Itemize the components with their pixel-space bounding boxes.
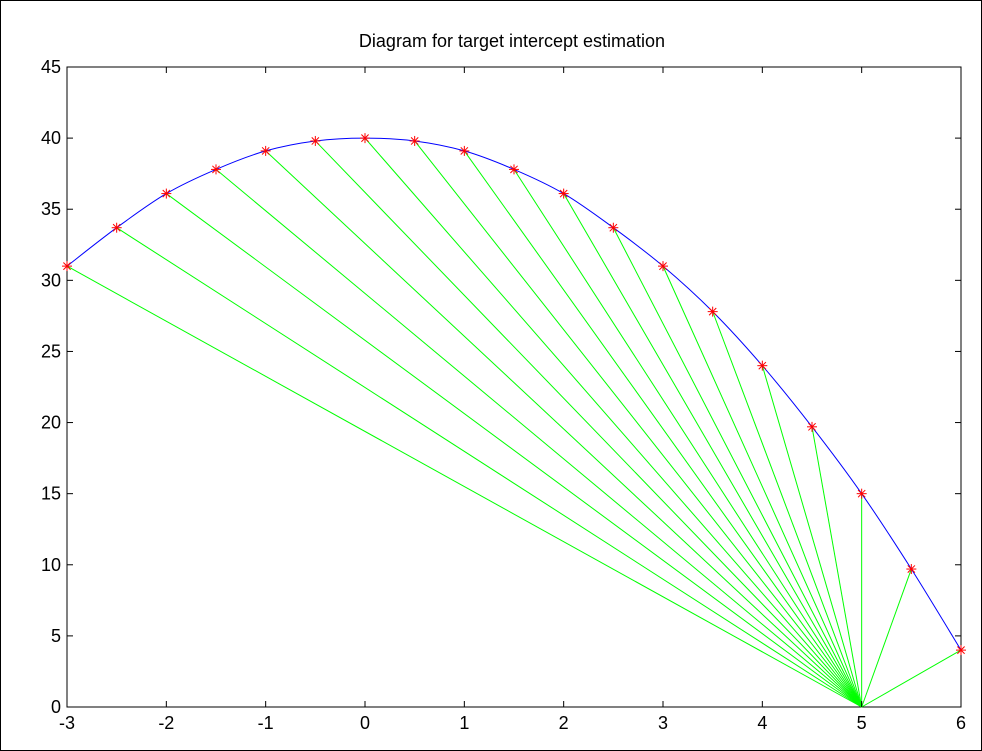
green-segment-3 xyxy=(215,169,862,708)
x-tick-label-3: 0 xyxy=(360,713,370,733)
y-tick-label-0: 0 xyxy=(51,697,61,717)
red-marker-16 xyxy=(856,488,867,499)
y-tick-label-6: 30 xyxy=(41,270,61,290)
red-marker-7 xyxy=(409,135,420,146)
red-marker-15 xyxy=(807,421,817,432)
green-segment-13 xyxy=(712,311,863,708)
green-segment-10 xyxy=(563,193,863,708)
red-marker-8 xyxy=(459,145,470,156)
y-tick-label-3: 15 xyxy=(41,484,61,504)
x-tick-label-7: 4 xyxy=(757,713,767,733)
green-segment-5 xyxy=(314,140,863,708)
red-marker-0 xyxy=(62,261,72,272)
x-tick-label-6: 3 xyxy=(658,713,668,733)
y-tick-label-1: 5 xyxy=(51,626,61,646)
green-segment-14 xyxy=(761,365,863,708)
x-tick-label-9: 6 xyxy=(956,713,966,733)
green-segment-7 xyxy=(414,140,863,708)
y-tick-label-4: 20 xyxy=(41,413,61,433)
blue-curve xyxy=(66,137,962,651)
red-marker-6 xyxy=(360,133,370,144)
green-segment-11 xyxy=(612,227,863,708)
red-markers-group xyxy=(62,133,966,656)
y-tick-label-9: 45 xyxy=(41,57,61,77)
green-segment-4 xyxy=(265,150,863,708)
green-segment-18 xyxy=(861,649,962,708)
plot-area xyxy=(66,66,962,708)
green-segment-6 xyxy=(364,137,863,708)
x-tick-label-2: -1 xyxy=(258,713,274,733)
red-marker-4 xyxy=(260,145,271,156)
red-marker-17 xyxy=(906,564,917,575)
blue-curve-group xyxy=(66,137,962,651)
green-segment-9 xyxy=(513,169,863,708)
y-tick-label-2: 10 xyxy=(41,555,61,575)
green-segment-15 xyxy=(811,426,863,708)
red-marker-13 xyxy=(707,306,718,317)
red-marker-1 xyxy=(111,222,122,233)
green-segment-8 xyxy=(463,150,863,708)
red-marker-5 xyxy=(310,135,321,146)
red-marker-10 xyxy=(558,188,569,199)
green-segment-0 xyxy=(66,265,862,708)
green-segments-group xyxy=(66,137,962,708)
y-tick-label-8: 40 xyxy=(41,128,61,148)
red-marker-9 xyxy=(509,164,519,175)
red-marker-3 xyxy=(211,164,221,175)
x-tick-label-4: 1 xyxy=(459,713,469,733)
red-marker-18 xyxy=(956,645,966,656)
y-tick-label-5: 25 xyxy=(41,341,61,361)
x-tick-label-1: -2 xyxy=(158,713,174,733)
green-segment-17 xyxy=(861,568,912,708)
x-tick-label-0: -3 xyxy=(59,713,75,733)
chart-title: Diagram for target intercept estimation xyxy=(359,31,665,51)
red-marker-14 xyxy=(757,360,768,371)
x-tick-label-8: 5 xyxy=(857,713,867,733)
red-marker-12 xyxy=(658,261,668,272)
green-segment-2 xyxy=(166,193,862,708)
x-tick-label-5: 2 xyxy=(559,713,569,733)
green-segment-1 xyxy=(116,227,862,708)
red-marker-11 xyxy=(608,222,619,233)
green-segment-12 xyxy=(662,265,863,708)
red-marker-2 xyxy=(161,188,172,199)
y-tick-label-7: 35 xyxy=(41,199,61,219)
